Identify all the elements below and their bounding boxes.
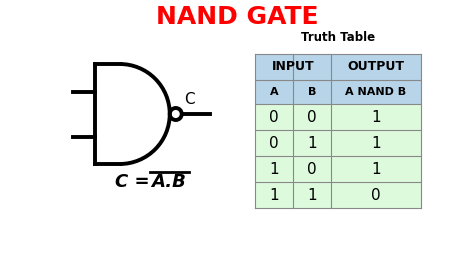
Text: NAND GATE: NAND GATE bbox=[156, 5, 318, 29]
Text: C =: C = bbox=[115, 173, 156, 191]
Text: A NAND B: A NAND B bbox=[346, 87, 407, 97]
Text: A: A bbox=[270, 87, 278, 97]
Bar bbox=[255, 156, 421, 182]
Bar bbox=[255, 182, 421, 208]
Text: 1: 1 bbox=[269, 187, 279, 202]
Text: 1: 1 bbox=[307, 136, 317, 150]
Text: C: C bbox=[184, 92, 194, 107]
Text: 1: 1 bbox=[371, 136, 381, 150]
Bar bbox=[255, 130, 421, 156]
Text: 1: 1 bbox=[307, 187, 317, 202]
Text: 0: 0 bbox=[269, 110, 279, 124]
Text: 1: 1 bbox=[269, 161, 279, 176]
Text: OUTPUT: OUTPUT bbox=[347, 61, 404, 73]
Bar bbox=[255, 54, 331, 80]
Text: 0: 0 bbox=[269, 136, 279, 150]
Text: Truth Table: Truth Table bbox=[301, 31, 375, 44]
Text: A.B: A.B bbox=[151, 173, 186, 191]
Bar bbox=[255, 104, 421, 130]
Bar bbox=[255, 80, 421, 104]
Text: 0: 0 bbox=[307, 110, 317, 124]
Text: 0: 0 bbox=[371, 187, 381, 202]
Text: 1: 1 bbox=[371, 110, 381, 124]
Text: 1: 1 bbox=[371, 161, 381, 176]
Text: B: B bbox=[308, 87, 316, 97]
Text: INPUT: INPUT bbox=[272, 61, 314, 73]
Text: 0: 0 bbox=[307, 161, 317, 176]
Bar bbox=[331, 54, 421, 80]
